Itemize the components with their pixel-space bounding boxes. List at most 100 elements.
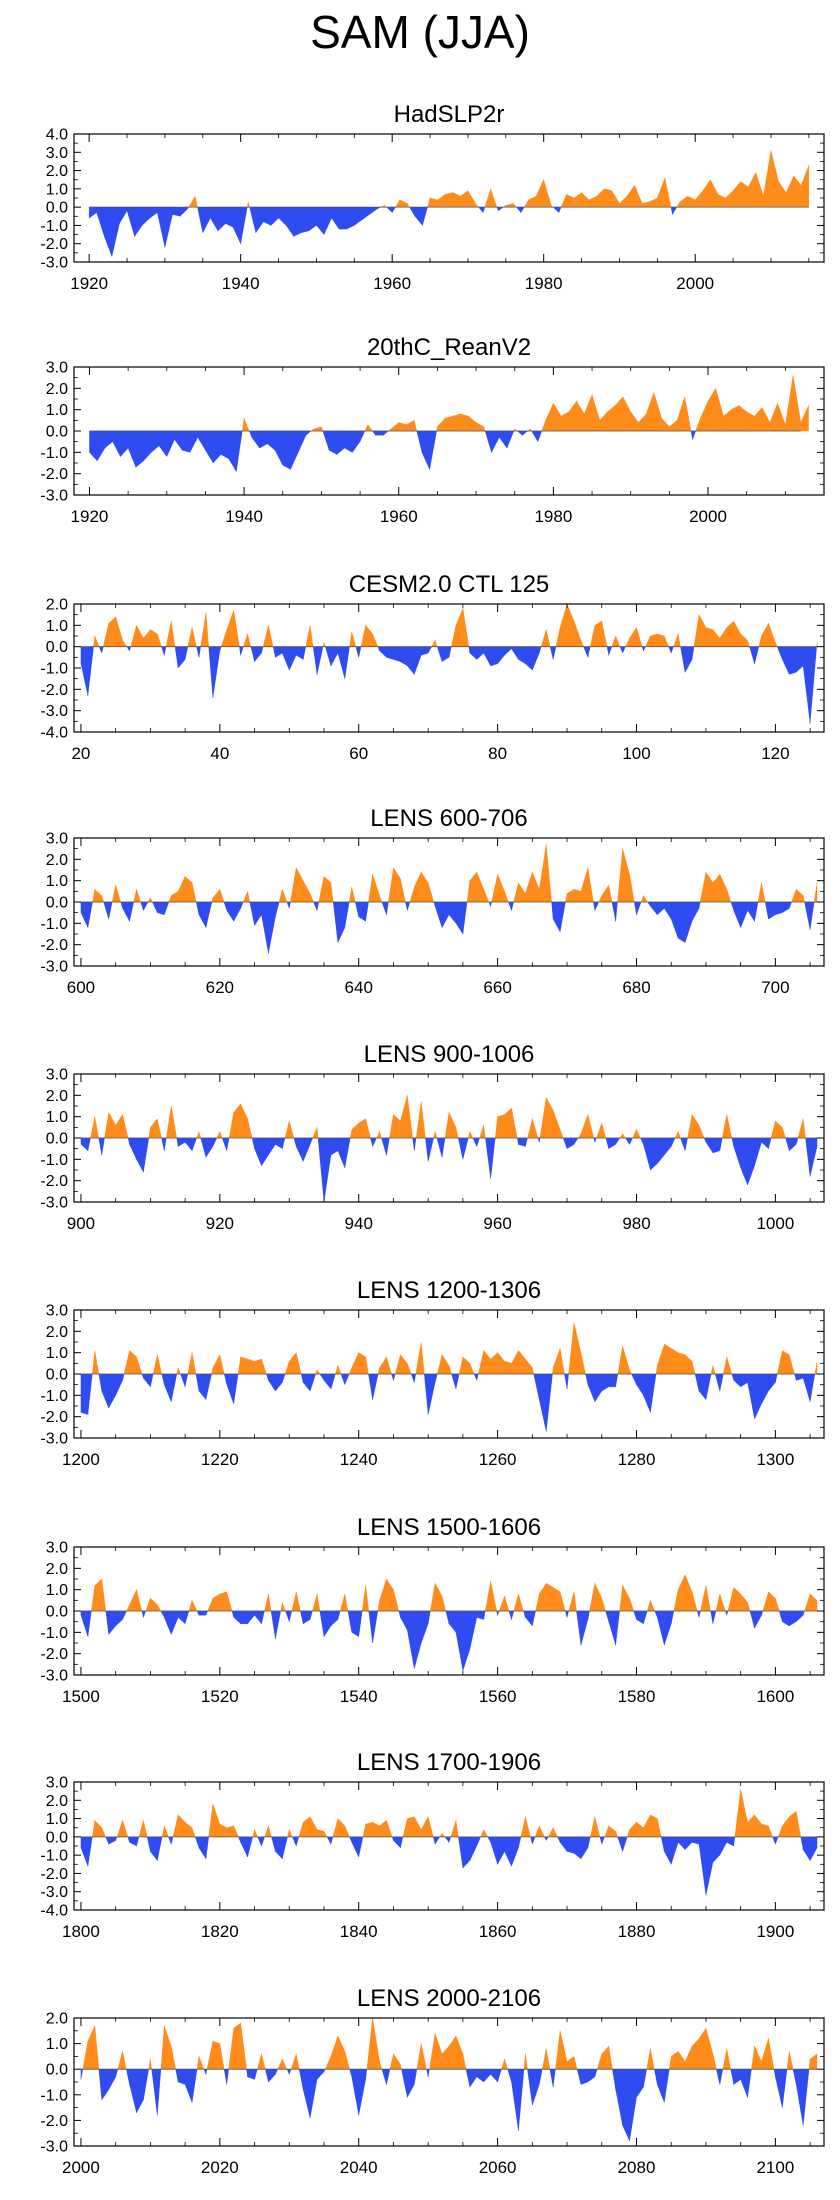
x-tick-label: 900: [67, 1214, 95, 1233]
y-tick-label: 2.0: [46, 381, 68, 398]
x-tick-label: 980: [622, 1214, 650, 1233]
y-tick-label: -2.0: [40, 1173, 68, 1190]
y-tick-label: -3.0: [40, 1668, 68, 1685]
y-tick-label: 2.0: [46, 1324, 68, 1341]
chart-panel-9: LENS 2000-2106 2.0 1.0 0.0 -1.0 -2.0 -3.0 2000 2…: [40, 1985, 825, 2177]
x-tick-label: 2060: [479, 2158, 517, 2177]
y-tick-label: 1.0: [46, 1109, 68, 1126]
x-tick-label: 20: [71, 744, 90, 763]
negative-area: [89, 430, 696, 473]
x-tick-label: 1540: [340, 1687, 378, 1706]
chart-title: LENS 900-1006: [364, 1041, 535, 1068]
x-tick-label: 1580: [618, 1687, 656, 1706]
y-tick-label: -1.0: [40, 2087, 68, 2104]
negative-area: [80, 1137, 818, 1203]
x-tick-label: 1840: [340, 1922, 378, 1941]
x-tick-label: 2000: [676, 274, 714, 293]
y-tick-label: 2.0: [46, 1793, 68, 1810]
y-tick-label: -1.0: [40, 916, 68, 933]
x-tick-label: 1000: [756, 1214, 794, 1233]
y-tick-label: 3.0: [46, 831, 68, 848]
plot-frame: [73, 603, 825, 733]
y-tick-label: 3.0: [46, 1775, 68, 1792]
chart-panel-8: LENS 1700-1906 3.02.01.00.0 -1.0-2.0-3.0 -4…: [40, 1749, 825, 1941]
x-tick-label: 1240: [340, 1450, 378, 1469]
x-tick-label: 1860: [479, 1922, 517, 1941]
positive-area: [92, 1789, 802, 1838]
x-tick-label: 2000: [689, 507, 727, 526]
positive-area: [91, 1574, 818, 1612]
y-tick-label: -3.0: [40, 703, 68, 720]
negative-area: [88, 206, 678, 257]
x-tick-label: 680: [622, 978, 650, 997]
y-tick-label: 1.0: [46, 181, 68, 198]
y-tick-label: -4.0: [40, 1903, 68, 1920]
x-tick-label: 1960: [373, 274, 411, 293]
chart-title: HadSLP2r: [394, 101, 505, 128]
positive-area: [188, 150, 810, 208]
y-tick-label: 0.0: [46, 1829, 68, 1846]
chart-panel-4: LENS 600-706 3.0 2.0 1.0 0.0 -1.0 -2.0 -3.0 600 6…: [40, 805, 825, 997]
x-tick-label: 2080: [618, 2158, 656, 2177]
negative-area: [80, 2069, 810, 2141]
chart-title: 20thC_ReanV2: [367, 334, 531, 361]
y-tick-label: 2.0: [46, 2011, 68, 2028]
y-tick-label: 3.0: [46, 145, 68, 162]
y-tick-label: -2.0: [40, 1646, 68, 1663]
y-tick-label: -3.0: [40, 2139, 68, 2156]
positive-area: [92, 1322, 818, 1375]
x-tick-label: 660: [483, 978, 511, 997]
y-tick-label: -1.0: [40, 661, 68, 678]
y-tick-label: -1.0: [40, 1848, 68, 1865]
y-tick-label: 1.0: [46, 1582, 68, 1599]
x-tick-label: 1880: [618, 1922, 656, 1941]
x-tick-label: 2020: [201, 2158, 239, 2177]
chart-title: LENS 1700-1906: [357, 1749, 541, 1776]
chart-panel-7: LENS 1500-1606 3.0 2.0 1.0 0.0 -1.0 -2.0 -3.0 15…: [40, 1514, 825, 1706]
x-tick-label: 1300: [756, 1450, 794, 1469]
chart-title: CESM2.0 CTL 125: [349, 571, 550, 598]
y-tick-label: 2.0: [46, 1561, 68, 1578]
x-tick-label: 1920: [71, 507, 109, 526]
x-tick-label: 600: [67, 978, 95, 997]
chart-panel-5: LENS 900-1006 3.0 2.0 1.0 0.0 -1.0 -2.0 -3.0 900…: [40, 1041, 825, 1233]
y-tick-label: -1.0: [40, 1152, 68, 1169]
y-tick-label: 0.0: [46, 895, 68, 912]
positive-area: [93, 603, 818, 647]
y-tick-label: -1.0: [40, 1625, 68, 1642]
y-tick-label: -3.0: [40, 255, 68, 272]
x-tick-label: 1820: [201, 1922, 239, 1941]
x-tick-label: 120: [761, 744, 789, 763]
y-tick-label: 0.0: [46, 1604, 68, 1621]
x-tick-label: 1500: [62, 1687, 100, 1706]
negative-area: [80, 1836, 818, 1896]
x-tick-label: 1980: [525, 274, 563, 293]
x-tick-label: 100: [622, 744, 650, 763]
y-tick-label: -2.0: [40, 2113, 68, 2130]
y-tick-label: -1.0: [40, 1388, 68, 1405]
x-tick-label: 1600: [756, 1687, 794, 1706]
y-tick-label: 3.0: [46, 1303, 68, 1320]
y-tick-label: 1.0: [46, 873, 68, 890]
y-tick-label: 0.0: [46, 1131, 68, 1148]
x-tick-label: 80: [488, 744, 507, 763]
x-tick-label: 920: [206, 1214, 234, 1233]
x-tick-label: 1920: [70, 274, 108, 293]
x-tick-label: 1800: [62, 1922, 100, 1941]
y-tick-label: 3.0: [46, 1540, 68, 1557]
y-tick-label: 1.0: [46, 1811, 68, 1828]
y-tick-label: -2.0: [40, 937, 68, 954]
y-tick-label: -3.0: [40, 1884, 68, 1901]
x-tick-label: 1260: [479, 1450, 517, 1469]
y-tick-label: -3.0: [40, 1431, 68, 1448]
x-tick-label: 940: [345, 1214, 373, 1233]
y-tick-label: -1.0: [40, 445, 68, 462]
y-tick-label: 3.0: [46, 1067, 68, 1084]
y-tick-label: 4.0: [46, 127, 68, 144]
x-tick-label: 1520: [201, 1687, 239, 1706]
x-tick-label: 640: [345, 978, 373, 997]
x-tick-label: 2100: [756, 2158, 794, 2177]
y-tick-label: 2.0: [46, 852, 68, 869]
